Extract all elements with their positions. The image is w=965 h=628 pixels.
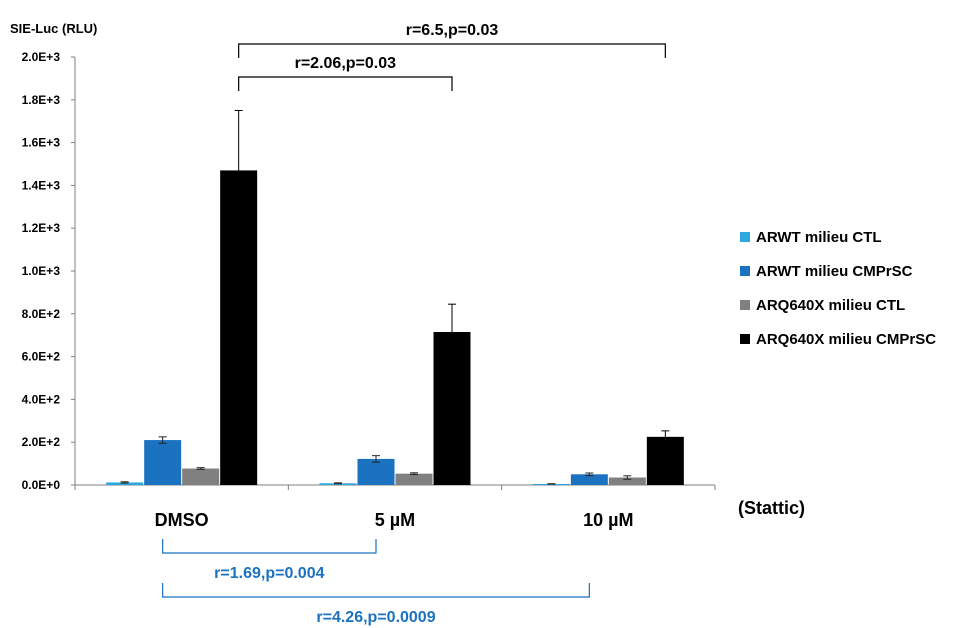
- y-tick-label: 1.4E+3: [22, 178, 61, 192]
- y-tick-label: 1.0E+3: [22, 264, 61, 278]
- y-tick-label: 1.2E+3: [22, 221, 61, 235]
- y-tick-label: 1.6E+3: [22, 136, 61, 150]
- y-axis-label: SIE-Luc (RLU): [10, 21, 97, 36]
- legend-swatch: [740, 334, 750, 344]
- x-category-label: 5 µM: [375, 510, 415, 530]
- bar: [570, 474, 608, 485]
- legend-swatch: [740, 266, 750, 276]
- y-tick-label: 1.8E+3: [22, 93, 61, 107]
- y-tick-label: 2.0E+2: [22, 435, 61, 449]
- bar: [608, 477, 646, 485]
- significance-label: r=1.69,p=0.004: [214, 565, 324, 582]
- error-bars: [120, 110, 670, 485]
- bar: [357, 458, 395, 485]
- bars: [106, 170, 684, 486]
- y-tick-label: 2.0E+3: [22, 50, 61, 64]
- bar: [646, 436, 684, 485]
- significance-bracket: [162, 583, 590, 598]
- y-axis-ticks: 0.0E+0 2.0E+2 4.0E+2 6.0E+2 8.0E+2 1.0E+3 1.2E…: [22, 50, 75, 492]
- y-tick-label: 4.0E+2: [22, 392, 61, 406]
- x-axis-label: (Stattic): [738, 498, 805, 518]
- bar: [182, 468, 220, 485]
- significance-bracket: [162, 539, 377, 554]
- significance-annotations: r=6.5,p=0.03 r=2.06,p=0.03 r=1.69,p=0.004 r…: [162, 22, 666, 626]
- legend-label: ARQ640X milieu CTL: [756, 297, 905, 314]
- y-tick-label: 6.0E+2: [22, 350, 61, 364]
- significance-bracket: [238, 43, 666, 58]
- x-category-label: 10 µM: [583, 510, 633, 530]
- legend-swatch: [740, 300, 750, 310]
- legend-label: ARWT milieu CMPrSC: [756, 263, 913, 280]
- significance-bracket: [238, 76, 453, 91]
- y-tick-label: 0.0E+0: [22, 478, 61, 492]
- x-category-label: DMSO: [155, 510, 209, 530]
- legend-label: ARQ640X milieu CMPrSC: [756, 331, 936, 348]
- significance-label: r=6.5,p=0.03: [406, 22, 499, 39]
- bar: [395, 473, 433, 485]
- legend: ARWT milieu CTL ARWT milieu CMPrSC ARQ640X…: [740, 229, 936, 348]
- x-axis-ticks: DMSO 5 µM 10 µM: [74, 485, 716, 530]
- significance-label: r=4.26,p=0.0009: [316, 609, 435, 626]
- legend-swatch: [740, 232, 750, 242]
- y-tick-label: 8.0E+2: [22, 307, 61, 321]
- legend-label: ARWT milieu CTL: [756, 229, 882, 246]
- bar: [144, 440, 182, 485]
- significance-label: r=2.06,p=0.03: [295, 55, 397, 72]
- bar: [106, 482, 144, 485]
